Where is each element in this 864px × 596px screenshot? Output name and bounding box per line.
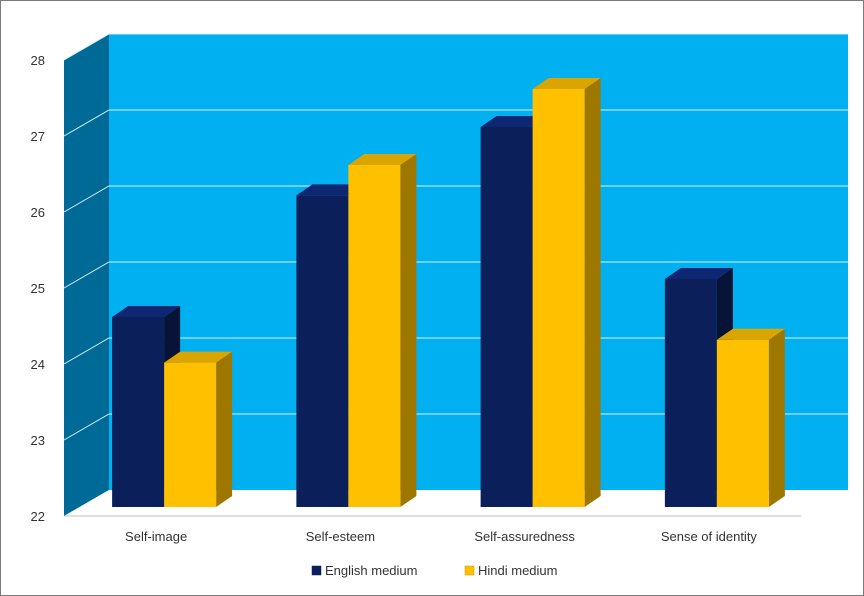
bar-side xyxy=(768,328,785,507)
floor xyxy=(64,490,848,516)
bar-english-medium xyxy=(112,317,165,507)
y-tick-label: 28 xyxy=(31,53,45,68)
bar-side xyxy=(400,154,417,507)
x-category-label: Self-esteem xyxy=(306,529,375,544)
y-tick-label: 22 xyxy=(31,509,45,524)
gridline xyxy=(63,185,848,213)
bar-top xyxy=(532,78,601,89)
gridline xyxy=(63,337,848,365)
bar-side xyxy=(584,78,601,507)
y-tick-label: 25 xyxy=(31,281,45,296)
bar-hindi-medium xyxy=(532,89,585,507)
bar-hindi-medium xyxy=(716,339,769,507)
gridline xyxy=(63,109,848,137)
gridline xyxy=(63,261,848,289)
x-category-label: Self-assuredness xyxy=(474,529,575,544)
bar-top xyxy=(296,184,365,196)
gridline xyxy=(63,33,848,61)
bar-top xyxy=(164,351,233,363)
legend-label: Hindi medium xyxy=(478,563,557,578)
bar-top xyxy=(112,306,181,317)
x-category-label: Self-image xyxy=(125,529,187,544)
bar-hindi-medium xyxy=(164,362,217,507)
y-tick-label: 23 xyxy=(31,433,45,448)
gridline xyxy=(63,413,848,441)
legend-swatch xyxy=(464,565,475,576)
y-tick-label: 27 xyxy=(31,129,45,144)
y-tick-label: 26 xyxy=(31,205,45,220)
bar-side xyxy=(216,351,233,507)
bar-top xyxy=(480,116,549,127)
bar-top xyxy=(664,268,733,279)
bar-english-medium xyxy=(480,127,533,507)
bar-hindi-medium xyxy=(348,165,401,507)
y-tick-label: 24 xyxy=(31,357,45,372)
legend-label: English medium xyxy=(325,563,418,578)
bar-top xyxy=(716,328,785,340)
bar-english-medium xyxy=(296,195,349,507)
x-category-label: Sense of identity xyxy=(661,529,758,544)
bar-english-medium xyxy=(664,279,717,507)
legend-swatch xyxy=(311,565,322,576)
bar-top xyxy=(348,154,417,165)
